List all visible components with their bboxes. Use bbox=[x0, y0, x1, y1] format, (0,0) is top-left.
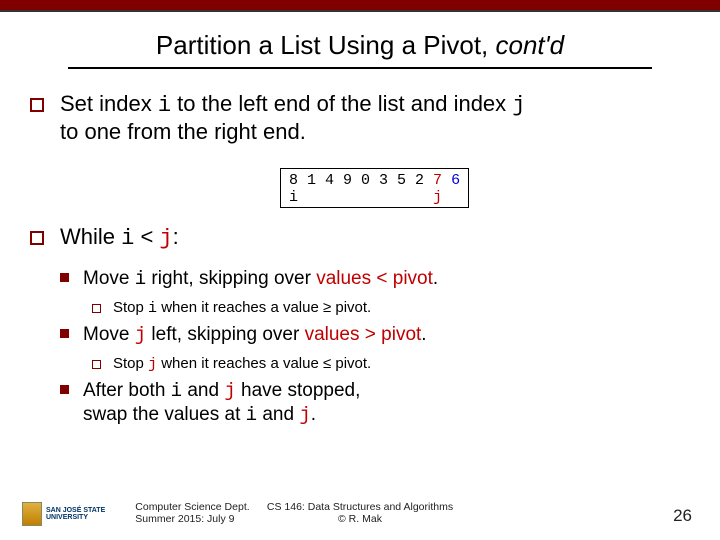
vals: 8 1 4 9 0 3 5 2 bbox=[289, 172, 433, 189]
logo-line2: UNIVERSITY bbox=[46, 514, 88, 521]
logo-text: SAN JOSÉ STATE UNIVERSITY bbox=[46, 507, 105, 521]
t: to one from the right end. bbox=[60, 119, 306, 144]
sp bbox=[442, 172, 451, 189]
t: After both bbox=[83, 380, 171, 401]
t: and bbox=[257, 404, 299, 425]
top-accent-bar bbox=[0, 0, 720, 12]
bullet-filled-icon bbox=[60, 329, 69, 338]
t: when it reaches a value ≥ pivot. bbox=[157, 299, 371, 316]
t-red: values > pivot bbox=[305, 324, 422, 345]
sub-1: Move i right, skipping over values < piv… bbox=[60, 267, 690, 291]
t: . bbox=[421, 324, 426, 345]
subsub-2: Stop j when it reaches a value ≤ pivot. bbox=[92, 355, 690, 373]
var-j-red: j bbox=[159, 226, 172, 251]
var-i: i bbox=[158, 93, 171, 118]
course: CS 146: Data Structures and Algorithms bbox=[267, 501, 453, 513]
var-j: j bbox=[512, 93, 525, 118]
t: Move bbox=[83, 324, 135, 345]
t: right, skipping over bbox=[146, 268, 316, 289]
var-i: i bbox=[148, 300, 157, 317]
subsub-1: Stop i when it reaches a value ≥ pivot. bbox=[92, 299, 690, 317]
slide-title: Partition a List Using a Pivot, cont'd bbox=[156, 30, 564, 60]
bullet-2: While i < j: bbox=[30, 224, 690, 252]
footer: SAN JOSÉ STATE UNIVERSITY Computer Scien… bbox=[0, 501, 720, 526]
idx-i: i bbox=[289, 189, 298, 206]
t: While bbox=[60, 224, 121, 249]
subsub-2-text: Stop j when it reaches a value ≤ pivot. bbox=[113, 355, 371, 373]
t: to the left end of the list and index bbox=[171, 91, 512, 116]
array-box: 8 1 4 9 0 3 5 2 7 6 i j bbox=[280, 168, 469, 209]
t: when it reaches a value ≤ pivot. bbox=[157, 355, 371, 372]
t: Stop bbox=[113, 355, 148, 372]
t: : bbox=[173, 224, 179, 249]
t-red: values < pivot bbox=[316, 268, 433, 289]
t: Set index bbox=[60, 91, 158, 116]
t: . bbox=[433, 268, 438, 289]
pad bbox=[298, 189, 433, 206]
t: swap the values at bbox=[83, 404, 246, 425]
logo-icon bbox=[22, 502, 42, 526]
var-j-red: j bbox=[148, 356, 157, 373]
slide-content: Partition a List Using a Pivot, cont'd S… bbox=[0, 12, 720, 427]
dept: Computer Science Dept. bbox=[135, 501, 249, 513]
t: . bbox=[311, 404, 316, 425]
subsub-1-text: Stop i when it reaches a value ≥ pivot. bbox=[113, 299, 371, 317]
t: < bbox=[134, 224, 159, 249]
body: Set index i to the left end of the list … bbox=[30, 73, 690, 427]
val-blue: 6 bbox=[451, 172, 460, 189]
bullet-1-text: Set index i to the left end of the list … bbox=[60, 91, 525, 146]
bullet-1: Set index i to the left end of the list … bbox=[30, 91, 690, 146]
sub-2-text: Move j left, skipping over values > pivo… bbox=[83, 323, 427, 347]
title-underline bbox=[68, 67, 652, 69]
t: have stopped, bbox=[236, 380, 361, 401]
bullet-small-icon bbox=[92, 304, 101, 313]
bullet-open-icon bbox=[30, 231, 44, 245]
var-j-red: j bbox=[299, 404, 310, 426]
logo-line1: SAN JOSÉ STATE bbox=[46, 507, 105, 514]
sub-3: After both i and j have stopped, swap th… bbox=[60, 379, 690, 427]
footer-center: CS 146: Data Structures and Algorithms ©… bbox=[267, 501, 453, 526]
title-text: Partition a List Using a Pivot, bbox=[156, 30, 496, 60]
bullet-small-icon bbox=[92, 360, 101, 369]
bullet-filled-icon bbox=[60, 385, 69, 394]
val-red: 7 bbox=[433, 172, 442, 189]
array-row-values: 8 1 4 9 0 3 5 2 7 6 bbox=[289, 172, 460, 189]
sub-2: Move j left, skipping over values > pivo… bbox=[60, 323, 690, 347]
footer-left: Computer Science Dept. Summer 2015: July… bbox=[135, 501, 249, 526]
t: Stop bbox=[113, 299, 148, 316]
var-i: i bbox=[121, 226, 134, 251]
var-i: i bbox=[246, 404, 257, 426]
idx-j: j bbox=[433, 189, 442, 206]
var-j-red: j bbox=[135, 324, 146, 346]
t: Move bbox=[83, 268, 135, 289]
t: left, skipping over bbox=[146, 324, 304, 345]
bullet-open-icon bbox=[30, 98, 44, 112]
bullet-2-text: While i < j: bbox=[60, 224, 179, 252]
bullet-filled-icon bbox=[60, 273, 69, 282]
var-j-red: j bbox=[224, 380, 235, 402]
sub-1-text: Move i right, skipping over values < piv… bbox=[83, 267, 438, 291]
array-row-indices: i j bbox=[289, 189, 460, 206]
title-italic: cont'd bbox=[496, 30, 565, 60]
var-i: i bbox=[135, 268, 146, 290]
page-number: 26 bbox=[673, 506, 692, 526]
var-i: i bbox=[171, 380, 182, 402]
author: © R. Mak bbox=[338, 513, 382, 525]
title-area: Partition a List Using a Pivot, cont'd bbox=[30, 12, 690, 73]
sub-3-text: After both i and j have stopped, swap th… bbox=[83, 379, 360, 427]
date: Summer 2015: July 9 bbox=[135, 513, 234, 525]
t: and bbox=[182, 380, 224, 401]
logo: SAN JOSÉ STATE UNIVERSITY bbox=[22, 502, 105, 526]
